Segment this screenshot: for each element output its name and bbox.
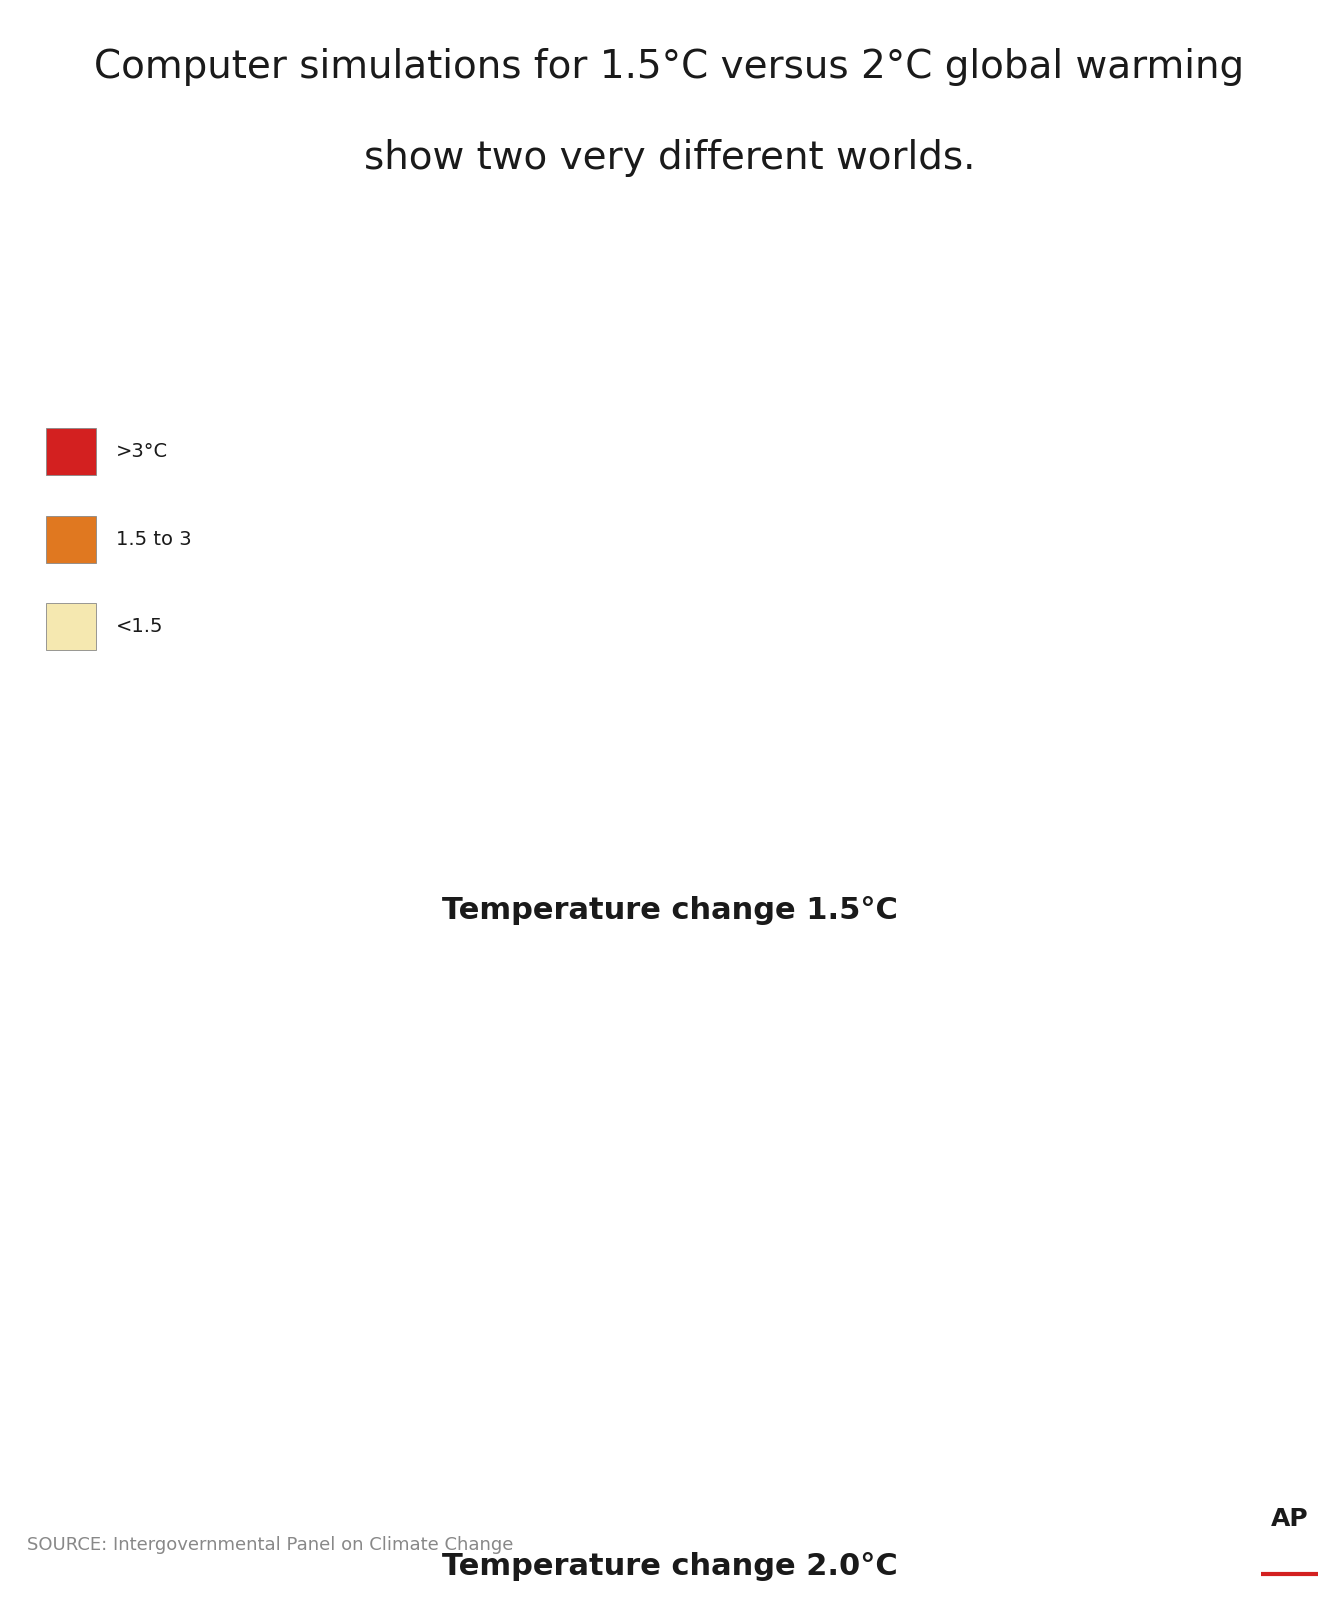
Text: <1.5: <1.5 xyxy=(115,618,163,637)
Text: Computer simulations for 1.5°C versus 2°C global warming: Computer simulations for 1.5°C versus 2°… xyxy=(95,48,1244,85)
Bar xyxy=(46,515,96,563)
Bar xyxy=(46,603,96,651)
Text: Temperature change 2.0°C: Temperature change 2.0°C xyxy=(442,1552,897,1581)
Text: show two very different worlds.: show two very different worlds. xyxy=(364,139,975,178)
Text: 1.5 to 3: 1.5 to 3 xyxy=(115,530,191,549)
Text: AP: AP xyxy=(1271,1507,1308,1531)
Bar xyxy=(46,427,96,475)
Text: SOURCE: Intergovernmental Panel on Climate Change: SOURCE: Intergovernmental Panel on Clima… xyxy=(27,1536,513,1555)
Text: >3°C: >3°C xyxy=(115,442,167,461)
Text: Temperature change 1.5°C: Temperature change 1.5°C xyxy=(442,896,897,925)
